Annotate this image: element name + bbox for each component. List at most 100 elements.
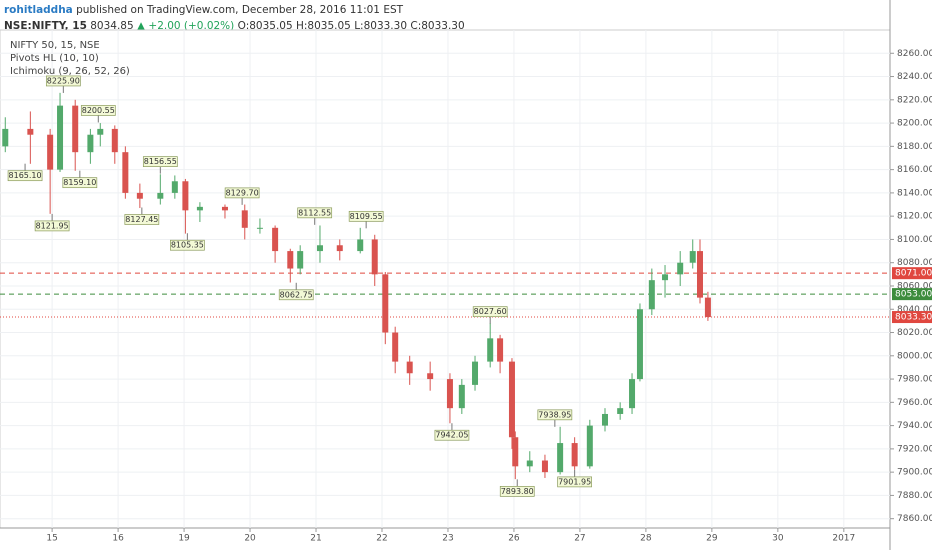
high: H:8035.05: [296, 20, 351, 32]
pivot-box: [278, 289, 314, 301]
candle: [696, 239, 703, 304]
candle: [472, 355, 479, 391]
pivot-box: [62, 177, 98, 189]
y-tick-label: 8100.00: [897, 235, 932, 245]
symbol: NSE:NIFTY, 15: [4, 20, 87, 32]
candle: [171, 175, 178, 199]
candle: [662, 265, 669, 298]
candle: [57, 92, 64, 172]
header: rohitladdha published on TradingView.com…: [4, 2, 465, 34]
candle: [557, 426, 564, 475]
candle: [272, 225, 279, 263]
candle: [648, 268, 655, 316]
y-tick-label: 7960.00: [897, 398, 932, 408]
candle-body: [287, 251, 294, 269]
y-tick-label: 8040.00: [897, 305, 932, 315]
y-tick-label: 8120.00: [897, 212, 932, 222]
candle-body: [221, 206, 228, 211]
price-tag: [892, 288, 932, 301]
candle-body: [557, 443, 564, 473]
candle-body: [272, 227, 279, 252]
candle: [458, 379, 465, 414]
pivot-label: 7893.80: [501, 487, 534, 496]
candle: [357, 227, 364, 254]
pivot-box: [142, 156, 178, 167]
user[interactable]: rohitladdha: [4, 4, 73, 16]
last: 8034.85: [90, 20, 134, 32]
x-tick-label: 29: [706, 534, 718, 544]
pivot-box: [7, 170, 43, 182]
pivot-label: 8062.75: [280, 290, 313, 299]
candle-body: [182, 181, 189, 211]
candle: [508, 358, 515, 449]
pivot-box: [434, 429, 470, 441]
close: C:8033.30: [410, 20, 465, 32]
y-tick-label: 8000.00: [897, 351, 932, 361]
candle: [27, 111, 34, 164]
x-tick-label: 22: [376, 534, 387, 544]
plot-area: [0, 29, 891, 529]
candle-body: [648, 280, 655, 310]
candle-body: [297, 251, 304, 269]
x-tick-label: 19: [178, 534, 190, 544]
x-tick-label: 23: [442, 534, 453, 544]
candle: [371, 234, 378, 286]
y-tick-label: 7920.00: [897, 444, 932, 454]
candle-body: [586, 425, 593, 467]
candle: [221, 204, 228, 219]
candle: [636, 303, 643, 382]
pivot-box: [472, 306, 508, 318]
candle-body: [689, 251, 696, 263]
x-tick-label: 21: [310, 534, 321, 544]
pivot-label: 8200.55: [82, 106, 115, 115]
candle-body: [406, 361, 413, 374]
candle: [287, 248, 294, 283]
candle-body: [256, 227, 263, 229]
candle: [136, 183, 143, 209]
candle: [446, 373, 453, 424]
candle-body: [704, 297, 711, 318]
candle-body: [512, 437, 519, 467]
price-tag: [892, 311, 932, 324]
candle: [392, 326, 399, 374]
candle-body: [2, 128, 9, 147]
y-tick-label: 8200.00: [897, 119, 932, 129]
candle: [586, 419, 593, 469]
x-tick-label: 26: [508, 534, 520, 544]
candle-body: [157, 192, 164, 199]
candle: [297, 245, 304, 275]
y-tick-label: 8180.00: [897, 142, 932, 152]
x-tick-label: 20: [244, 534, 256, 544]
candle-body: [27, 128, 34, 135]
candle: [72, 99, 79, 171]
candle-body: [97, 128, 104, 135]
candle: [487, 323, 494, 368]
candle: [601, 408, 608, 432]
price-tag-label: 8071.00: [895, 269, 932, 279]
candle: [157, 174, 164, 205]
candle-body: [571, 443, 578, 467]
x-tick-label: 2017: [832, 534, 855, 544]
pivot-box: [348, 210, 384, 222]
pivot-box: [124, 214, 160, 225]
candle: [406, 355, 413, 385]
y-tick-label: 8220.00: [897, 95, 932, 105]
candle: [97, 123, 104, 147]
candle-body: [111, 128, 118, 153]
candle-body: [677, 262, 684, 275]
legend-entry: Pivots HL (10, 10): [10, 53, 99, 64]
candle: [677, 251, 684, 286]
low: L:8033.30: [354, 20, 408, 32]
candle: [47, 128, 54, 214]
candle-body: [629, 379, 636, 409]
pivot-box: [34, 220, 70, 232]
pivot-label: 8112.55: [298, 208, 331, 217]
pivot-label: 8165.10: [9, 171, 42, 180]
candle-body: [472, 361, 479, 385]
candle-body: [57, 105, 64, 170]
y-tick-label: 8240.00: [897, 72, 932, 82]
x-tick-label: 27: [574, 534, 585, 544]
y-tick-label: 7900.00: [897, 468, 932, 478]
candle: [617, 402, 624, 420]
candle-body: [601, 413, 608, 426]
